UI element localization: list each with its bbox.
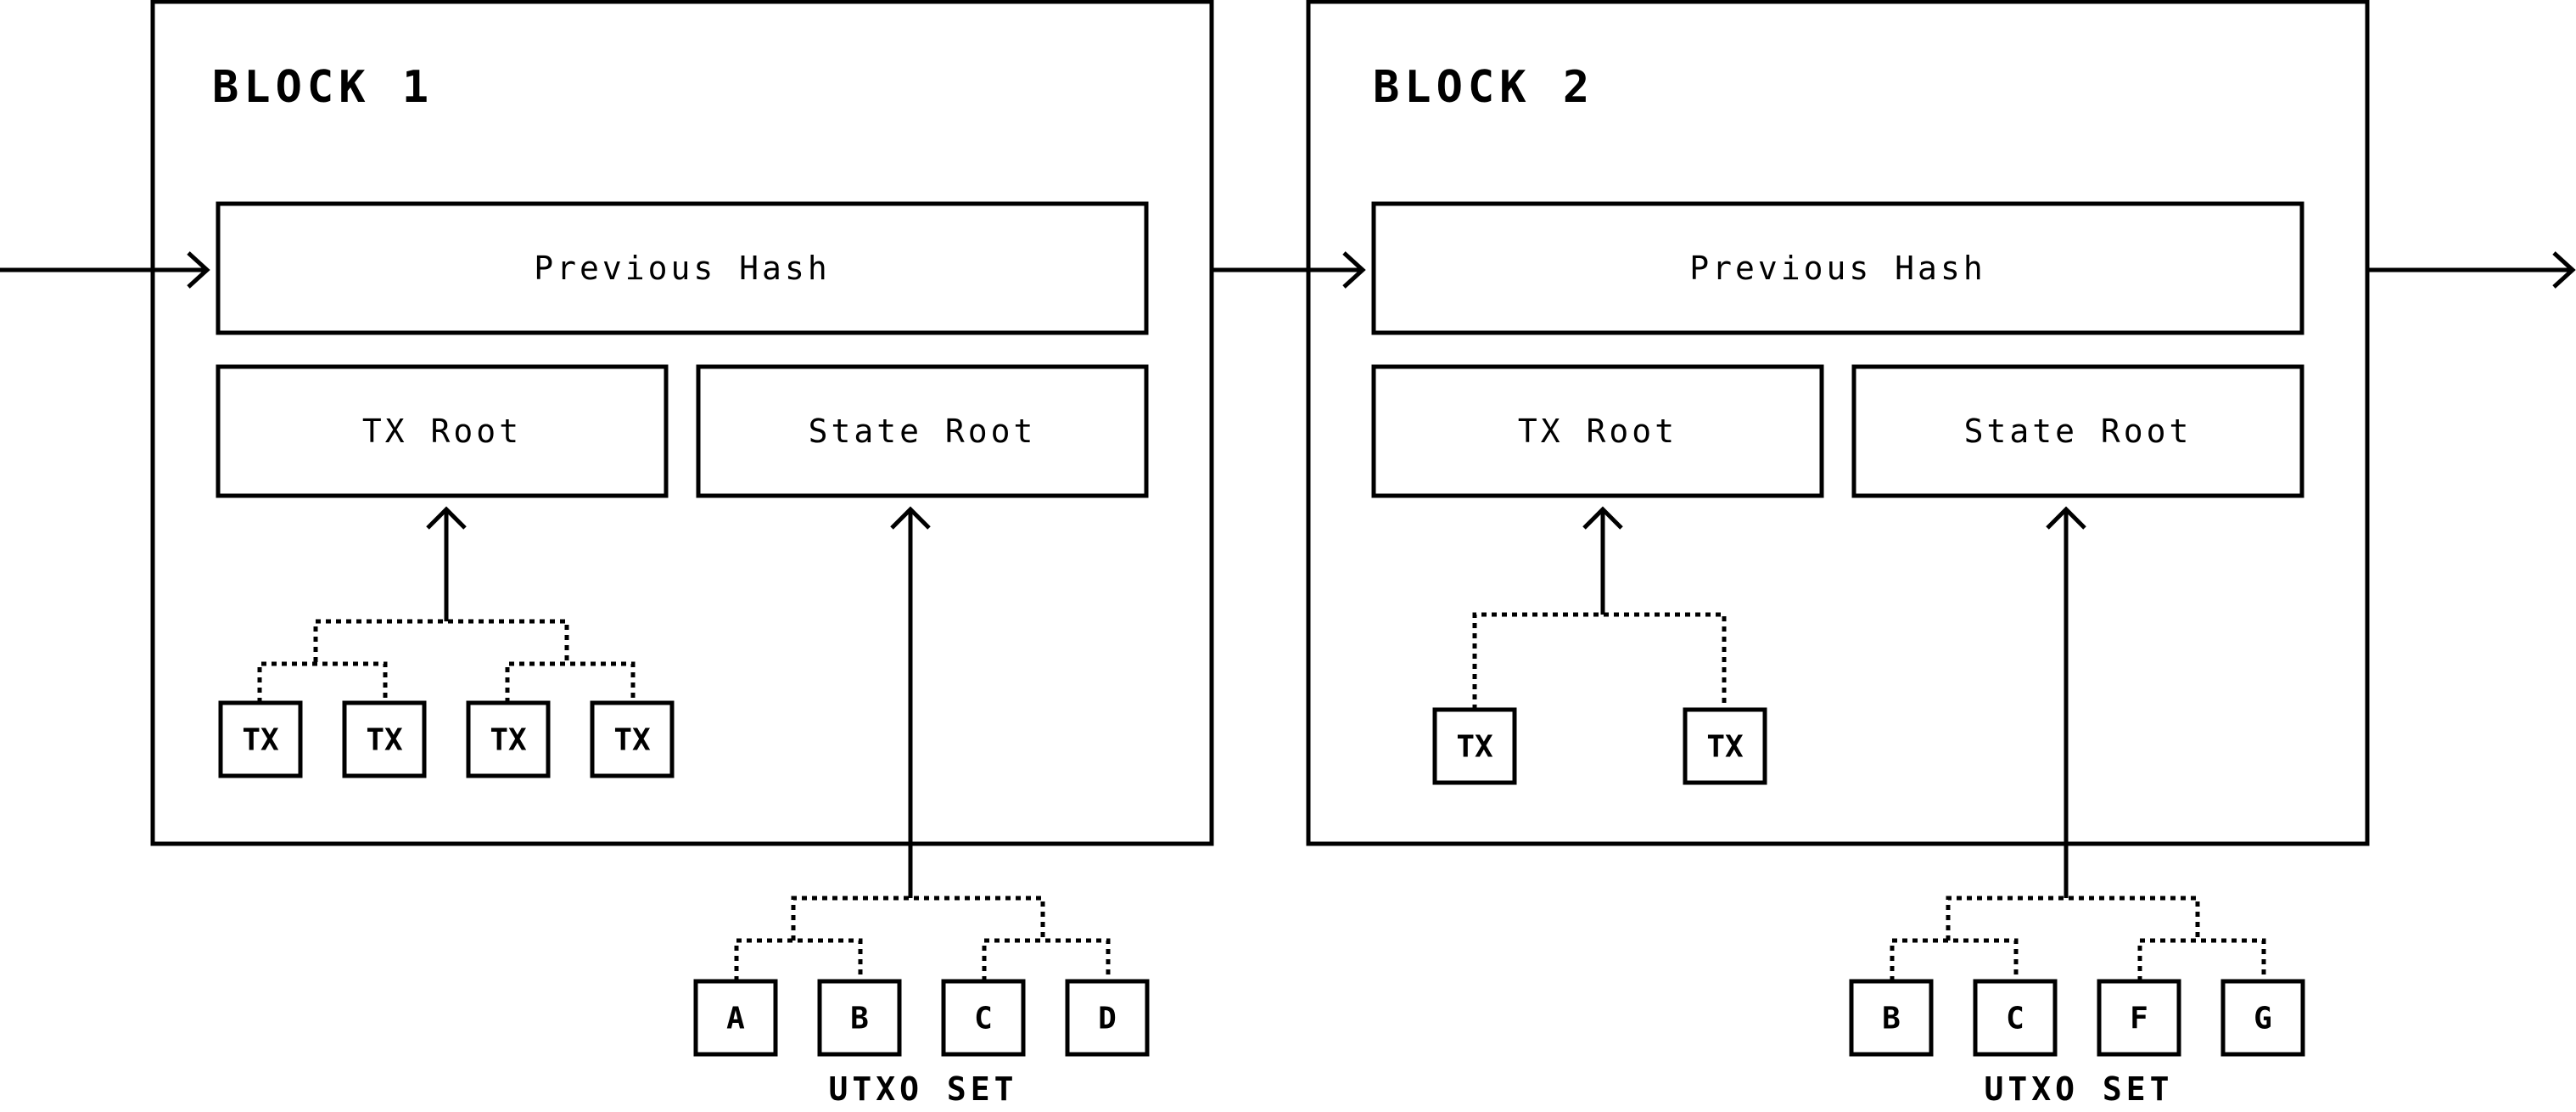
utxo-item: F [2097,979,2181,1057]
previous-hash-label: Previous Hash [534,250,830,287]
utxo-set-caption: UTXO SET [1984,1070,2173,1108]
block-title: BLOCK 2 [1373,62,1594,113]
tx-root-label: TX Root [1518,413,1677,450]
utxo-item: C [941,979,1026,1057]
tx-item-label: TX [490,723,527,758]
utxo-item: B [1849,979,1934,1057]
state-root-box: State Root [696,364,1149,498]
utxo-item-label: B [850,1002,869,1036]
utxo-tree-connectors [734,506,1111,981]
tx-tree-connectors [257,506,636,703]
utxo-item: G [2220,979,2305,1057]
state-root-box: State Root [1851,364,2304,498]
block-frame [150,0,1214,846]
utxo-item: A [693,979,778,1057]
tx-item: TX [218,700,303,778]
utxo-item-label: B [1882,1002,1901,1036]
state-root-label: State Root [1964,413,2192,450]
chain-arrow-out [2369,251,2576,289]
tx-root-box: TX Root [216,364,669,498]
utxo-item: B [817,979,902,1057]
tx-root-box: TX Root [1371,364,1824,498]
utxo-item-label: G [2254,1002,2272,1036]
utxo-item-label: C [974,1002,993,1036]
utxo-set-caption: UTXO SET [828,1070,1017,1108]
utxo-item-label: C [2006,1002,2024,1036]
previous-hash-box: Previous Hash [1371,201,2304,335]
block-frame [1306,0,2370,846]
tx-item: TX [1432,707,1517,785]
utxo-item: C [1973,979,2058,1057]
block-1: BLOCK 1 Previous Hash TX Root State Root… [150,0,1214,1108]
utxo-item-label: A [726,1002,745,1036]
tx-item-label: TX [366,723,403,758]
utxo-item-label: F [2130,1002,2148,1036]
tx-item-label: TX [613,723,651,758]
previous-hash-label: Previous Hash [1689,250,1985,287]
previous-hash-box: Previous Hash [216,201,1149,335]
tx-item-label: TX [242,723,279,758]
tx-item: TX [590,700,675,778]
tx-item: TX [342,700,427,778]
chain-arrow-between [1212,251,1366,289]
tx-root-label: TX Root [362,413,522,450]
chain-arrow-in [0,251,210,289]
state-root-label: State Root [809,413,1037,450]
block-2: BLOCK 2 Previous Hash TX Root State Root… [1306,0,2370,1108]
tx-item: TX [1683,707,1767,785]
block-title: BLOCK 1 [212,62,434,113]
tx-item: TX [466,700,551,778]
tx-item-label: TX [1456,730,1493,765]
tx-item-label: TX [1706,730,1744,765]
tx-tree-connectors [1472,506,1727,710]
utxo-item: D [1065,979,1150,1057]
utxo-item-label: D [1098,1002,1117,1036]
utxo-tree-connectors [1890,506,2266,981]
